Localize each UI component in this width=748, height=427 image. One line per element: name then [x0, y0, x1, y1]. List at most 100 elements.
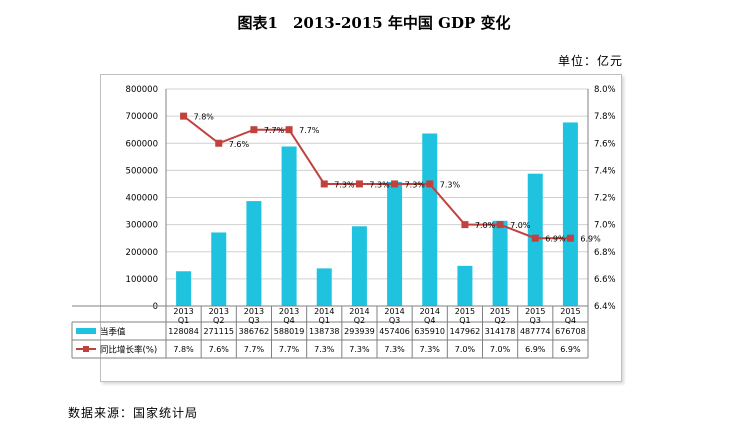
table-cell: 588019 [274, 327, 305, 336]
table-cell: 6.9% [525, 345, 546, 354]
x-tick-quarter: Q1 [459, 316, 470, 325]
x-tick-year: 2015 [455, 307, 475, 316]
table-cell: 147962 [450, 327, 481, 336]
bar [422, 133, 438, 306]
legend-swatch-bar [76, 328, 96, 334]
x-tick-quarter: Q3 [530, 316, 541, 325]
legend-label: 当季值 [100, 327, 126, 338]
x-tick-quarter: Q2 [494, 316, 505, 325]
data-label: 7.6% [229, 140, 250, 149]
x-tick-year: 2014 [384, 307, 404, 316]
table-cell: 6.9% [560, 345, 581, 354]
data-label: 7.0% [475, 221, 496, 230]
bar [176, 271, 192, 306]
x-tick-quarter: Q2 [213, 316, 224, 325]
chart-title: 图表1 2013-2015 年中国 GDP 变化 [237, 14, 511, 32]
y-left-tick-label: 200000 [126, 248, 158, 258]
y-left-tick-label: 300000 [126, 221, 158, 231]
y-left-tick-label: 600000 [126, 139, 158, 149]
line-marker [531, 234, 539, 242]
bar [351, 226, 367, 306]
bar [281, 146, 297, 306]
y-left-tick-label: 800000 [126, 85, 158, 95]
line-marker [566, 234, 574, 242]
data-label: 7.3% [440, 180, 461, 189]
table-cell: 7.3% [349, 345, 370, 354]
line-marker [391, 180, 399, 188]
y-right-tick-label: 7.8% [594, 112, 616, 122]
table-cell: 7.3% [420, 345, 441, 354]
y-right-tick-label: 8.0% [594, 85, 616, 95]
bar [492, 220, 508, 306]
table-cell: 7.6% [209, 345, 230, 354]
x-tick-quarter: Q3 [389, 316, 400, 325]
bar [562, 122, 578, 306]
unit-label: 单位：亿元 [558, 54, 624, 68]
y-left-tick-label: 100000 [126, 275, 158, 285]
y-left-tick-label: 700000 [126, 112, 158, 122]
table-cell: 314178 [485, 327, 516, 336]
x-tick-year: 2015 [525, 307, 545, 316]
data-label: 7.8% [194, 113, 215, 122]
data-label: 7.0% [510, 221, 531, 230]
table-cell: 138738 [309, 327, 340, 336]
table-cell: 128084 [168, 327, 199, 336]
y-left-tick-label: 500000 [126, 166, 158, 176]
x-tick-year: 2013 [173, 307, 193, 316]
bar [246, 201, 262, 306]
y-right-tick-label: 7.0% [594, 221, 616, 231]
x-tick-year: 2014 [314, 307, 334, 316]
x-tick-quarter: Q1 [319, 316, 330, 325]
data-label: 6.9% [580, 235, 601, 244]
x-tick-quarter: Q2 [354, 316, 365, 325]
data-label: 7.7% [264, 126, 285, 135]
chart-frame [100, 74, 622, 382]
line-marker [355, 180, 363, 188]
data-label: 7.3% [369, 180, 390, 189]
table-cell: 293939 [344, 327, 375, 336]
x-tick-year: 2013 [209, 307, 229, 316]
x-tick-quarter: Q4 [565, 316, 576, 325]
line-marker [250, 126, 258, 134]
table-cell: 7.0% [455, 345, 476, 354]
x-tick-year: 2014 [349, 307, 369, 316]
y-right-tick-label: 7.4% [594, 166, 616, 176]
line-marker [461, 221, 469, 229]
x-tick-year: 2014 [420, 307, 440, 316]
table-cell: 676708 [555, 327, 586, 336]
y-right-tick-label: 7.6% [594, 139, 616, 149]
y-right-tick-label: 6.8% [594, 248, 616, 258]
table-cell: 7.7% [279, 345, 300, 354]
table-cell: 7.3% [314, 345, 335, 354]
line-marker [496, 221, 504, 229]
bar [316, 268, 332, 306]
y-right-tick-label: 6.4% [594, 302, 616, 312]
bar [211, 232, 227, 306]
x-tick-quarter: Q4 [283, 316, 294, 325]
table-cell: 271115 [203, 327, 234, 336]
x-tick-year: 2015 [490, 307, 510, 316]
legend-swatch-marker [83, 346, 89, 352]
source-note: 数据来源：国家统计局 [68, 406, 199, 420]
line-marker [426, 180, 434, 188]
x-tick-year: 2013 [244, 307, 264, 316]
table-cell: 386762 [239, 327, 270, 336]
x-tick-year: 2013 [279, 307, 299, 316]
table-cell: 635910 [414, 327, 445, 336]
data-label: 7.3% [405, 180, 426, 189]
x-tick-year: 2015 [560, 307, 580, 316]
table-cell: 457406 [379, 327, 410, 336]
line-marker [285, 126, 293, 134]
bar [387, 181, 403, 306]
data-label: 7.7% [299, 126, 320, 135]
x-tick-quarter: Q3 [248, 316, 259, 325]
y-right-tick-label: 7.2% [594, 194, 616, 204]
y-left-tick-label: 400000 [126, 194, 158, 204]
growth-rate-line [182, 115, 571, 240]
y-left-tick-label: 0 [153, 302, 158, 312]
table-cell: 7.8% [173, 345, 194, 354]
table-cell: 7.3% [384, 345, 405, 354]
table-cell: 487774 [520, 327, 551, 336]
data-label: 7.3% [334, 180, 355, 189]
